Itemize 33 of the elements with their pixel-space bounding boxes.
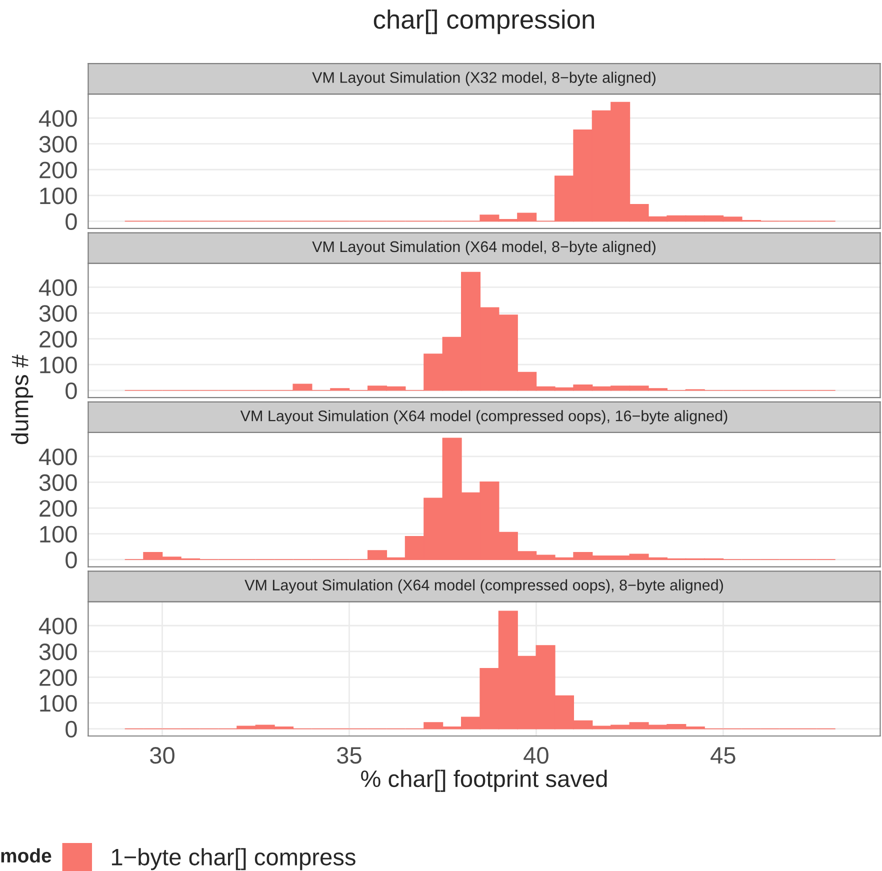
x-tick-label: 40 xyxy=(524,747,548,764)
y-tick-label: 0 xyxy=(66,213,77,230)
y-tick-label: 300 xyxy=(39,643,77,660)
x-tick-label: 35 xyxy=(336,747,362,764)
chart-subtitle: VM Layout Simulation (X64 model, 8−byte aligned) xyxy=(312,240,656,256)
legend-title: mode xyxy=(1,848,52,863)
y-tick-label: 200 xyxy=(40,500,77,517)
chart-title: char[] compression xyxy=(374,9,594,34)
chart-subtitle: VM Layout Simulation (X32 model, 8−byte aligned) xyxy=(312,72,656,86)
y-tick-label: 100 xyxy=(40,695,77,712)
legend-label: 1−byte char[] compress xyxy=(112,848,356,870)
y-axis-title: dumps # xyxy=(11,354,34,444)
y-tick-label: 200 xyxy=(40,162,77,178)
y-tick-label: 300 xyxy=(39,474,77,492)
x-tick-label: 45 xyxy=(710,747,736,764)
y-tick-label: 400 xyxy=(38,279,77,296)
chart-subtitle: VM Layout Simulation (X64 model (compressed oops), 8−byte aligned) xyxy=(244,579,723,594)
y-tick-label: 100 xyxy=(40,526,77,543)
x-axis-title: % char[] footprint saved xyxy=(361,770,607,792)
y-tick-label: 400 xyxy=(38,618,77,634)
y-tick-label: 400 xyxy=(38,448,77,466)
chart-subtitle: VM Layout Simulation (X64 model (compressed oops), 16−byte aligned) xyxy=(240,410,728,424)
x-tick-label: 30 xyxy=(150,747,174,764)
y-tick-label: 200 xyxy=(40,669,77,686)
y-tick-label: 100 xyxy=(40,356,77,374)
y-tick-label: 0 xyxy=(66,720,77,738)
y-tick-label: 100 xyxy=(40,187,77,204)
y-tick-label: 0 xyxy=(66,382,77,400)
y-tick-label: 400 xyxy=(38,110,77,127)
y-tick-label: 200 xyxy=(40,330,77,348)
y-tick-label: 300 xyxy=(39,305,77,322)
y-tick-label: 0 xyxy=(66,552,77,568)
y-tick-label: 300 xyxy=(39,136,77,153)
